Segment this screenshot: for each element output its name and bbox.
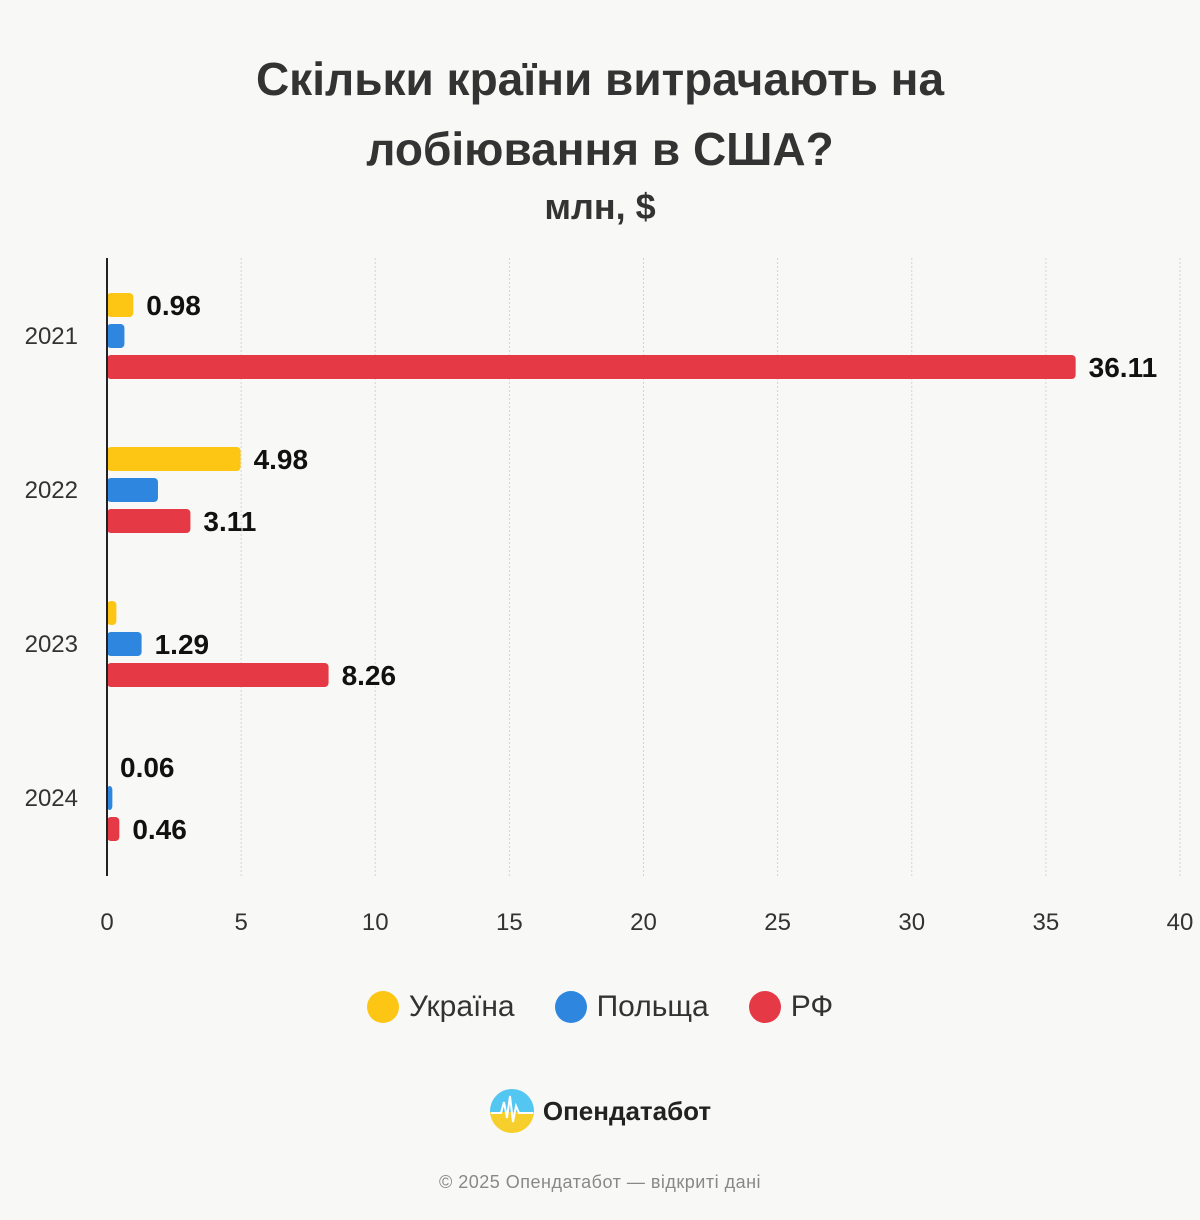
data-label-russia-2023: 8.26 (342, 660, 397, 691)
bar-ukraine-2021 (107, 293, 134, 317)
y-category-label-2022: 2022 (25, 477, 78, 504)
footer-copyright: © 2025 Опендатабот — відкриті дані (438, 1172, 762, 1192)
bar-ukraine-2023 (107, 601, 117, 625)
legend-label-poland: Польща (596, 990, 709, 1023)
legend-swatch-poland (554, 991, 587, 1023)
y-category-label-2021: 2021 (25, 323, 78, 350)
legend-swatch-russia (748, 991, 781, 1023)
legend: Україна Польща РФ (0, 990, 1200, 1024)
x-tick-label-25: 25 (764, 909, 791, 936)
brand: Опендатабот (0, 1088, 1200, 1134)
y-category-label-2023: 2023 (25, 631, 78, 658)
legend-item-russia: РФ (748, 990, 834, 1024)
legend-label-russia: РФ (790, 990, 834, 1023)
chart-title-line-1: Скільки країни витрачають на (255, 53, 945, 105)
bar-poland-2021 (107, 324, 125, 348)
brand-name: Опендатабот (542, 1095, 712, 1126)
y-category-label-2024: 2024 (25, 785, 78, 812)
x-tick-label-35: 35 (1033, 909, 1060, 936)
bar-russia-2021 (107, 355, 1076, 379)
bar-chart: 0 5 10 15 20 25 30 35 40 2021 2022 2023 2024 0.98 36.1… (25, 258, 1194, 936)
chart-title: Скільки країни витрачають на лобіювання … (0, 44, 1200, 184)
data-label-ukraine-2024: 0.06 (120, 752, 175, 783)
data-label-poland-2023: 1.29 (155, 629, 210, 660)
chart-subtitle: млн, $ (544, 186, 656, 227)
x-tick-label-0: 0 (100, 909, 113, 936)
x-tick-label-10: 10 (362, 909, 389, 936)
bar-russia-2022 (107, 509, 191, 533)
bar-russia-2024 (107, 817, 120, 841)
legend-item-ukraine: Україна (366, 990, 515, 1024)
x-tick-label-30: 30 (898, 909, 925, 936)
bar-ukraine-2022 (107, 447, 241, 471)
x-tick-label-15: 15 (496, 909, 523, 936)
bar-poland-2022 (107, 478, 158, 502)
bar-poland-2023 (107, 632, 142, 656)
chart-title-line-2: лобіювання в США? (366, 123, 834, 175)
legend-item-poland: Польща (554, 990, 709, 1024)
legend-swatch-ukraine (366, 991, 399, 1023)
opendatabot-logo-icon (489, 1089, 534, 1133)
data-label-ukraine-2022: 4.98 (254, 444, 309, 475)
x-tick-label-20: 20 (630, 909, 657, 936)
data-label-russia-2024: 0.46 (132, 814, 187, 845)
legend-label-ukraine: Україна (408, 990, 515, 1023)
bar-poland-2024 (107, 786, 113, 810)
x-tick-label-40: 40 (1167, 909, 1194, 936)
x-tick-label-5: 5 (234, 909, 247, 936)
data-label-ukraine-2021: 0.98 (146, 290, 201, 321)
data-label-russia-2022: 3.11 (203, 506, 256, 537)
bar-russia-2023 (107, 663, 329, 687)
data-label-russia-2021: 36.11 (1089, 352, 1158, 383)
